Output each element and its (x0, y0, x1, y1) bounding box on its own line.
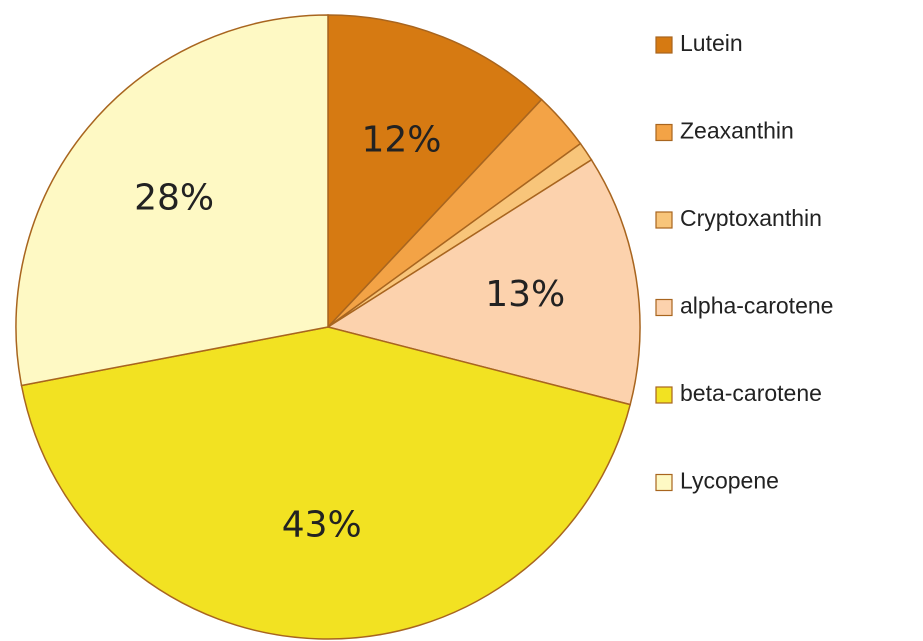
data-label: 13% (485, 274, 565, 315)
legend-swatch (655, 211, 673, 229)
data-label: 43% (282, 505, 362, 546)
legend-swatch (655, 473, 673, 492)
legend-label: Lycopene (680, 468, 779, 494)
data-label: 28% (134, 178, 214, 219)
legend-swatch (655, 36, 673, 54)
pie-slice (326, 158, 641, 406)
legend-label: Zeaxanthin (680, 118, 794, 144)
pie-slice (327, 14, 543, 329)
legend-label: alpha-carotene (680, 293, 833, 319)
legend-swatch (655, 298, 673, 317)
pie-slice (15, 14, 329, 387)
legend-label: beta-carotene (680, 380, 822, 406)
legend-label: Lutein (680, 30, 743, 56)
legend-swatch (655, 386, 673, 404)
pie-slice (20, 326, 632, 640)
data-label: 12% (361, 119, 441, 160)
legend-swatch (655, 123, 673, 142)
legend-label: Cryptoxanthin (680, 205, 822, 231)
